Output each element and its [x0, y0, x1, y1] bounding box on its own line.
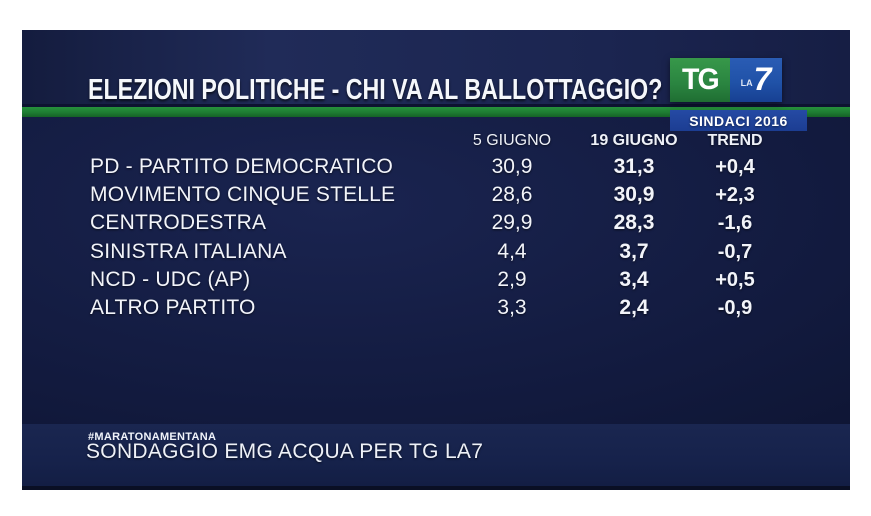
value-june19: 28,3	[613, 211, 655, 235]
column-header-june19: 19 GIUGNO	[590, 132, 678, 149]
value-june19: 31,3	[613, 155, 655, 178]
value-trend: -0,7	[717, 240, 753, 263]
poll-table: PD - PARTITO DEMOCRATICO 30,9 31,3 +0,4 …	[22, 153, 850, 322]
green-divider-stripe	[22, 107, 850, 117]
footer-band: #MARATONAMENTANA SONDAGGIO EMG ACQUA PER…	[22, 424, 850, 486]
table-row: PD - PARTITO DEMOCRATICO 30,9 31,3 +0,4	[22, 153, 850, 181]
sindaci-2016-badge: SINDACI 2016	[670, 110, 807, 131]
party-name: PD - PARTITO DEMOCRATICO	[90, 155, 394, 178]
table-row: ALTRO PARTITO 3,3 2,4 -0,9	[22, 294, 850, 322]
column-header-trend: TREND	[707, 132, 763, 149]
value-trend: +0,5	[715, 268, 755, 291]
party-name: SINISTRA ITALIANA	[90, 239, 287, 263]
table-row: SINISTRA ITALIANA 4,4 3,7 -0,7	[22, 238, 850, 266]
poll-source-label: SONDAGGIO EMG ACQUA PER TG LA7	[86, 440, 484, 463]
party-name: CENTRODESTRA	[90, 211, 267, 235]
value-june5: 28,6	[491, 183, 533, 207]
party-name: NCD - UDC (AP)	[90, 267, 251, 291]
table-row: NCD - UDC (AP) 2,9 3,4 +0,5	[22, 266, 850, 294]
column-header-june5: 5 GIUGNO	[472, 132, 552, 149]
value-june5: 2,9	[497, 267, 527, 291]
table-row: CENTRODESTRA 29,9 28,3 -1,6	[22, 209, 850, 237]
bottom-edge-divider	[22, 486, 850, 490]
value-trend: +2,3	[715, 184, 755, 207]
value-june19: 30,9	[613, 183, 655, 207]
la7-logo-seven-text: 7	[753, 61, 772, 97]
value-june5: 29,9	[491, 211, 533, 235]
value-trend: -0,9	[717, 296, 753, 319]
value-june5: 3,3	[497, 295, 527, 319]
value-june5: 4,4	[497, 239, 527, 263]
la7-logo-la-text: LA	[740, 78, 753, 88]
tg-logo-text: TG	[682, 63, 720, 96]
value-june5: 30,9	[491, 155, 533, 178]
value-june19: 3,7	[619, 239, 649, 263]
la7-logo-blue-box: LA 7	[730, 58, 782, 102]
headline: ELEZIONI POLITICHE - CHI VA AL BALLOTTAG…	[88, 74, 663, 106]
table-row: MOVIMENTO CINQUE STELLE 28,6 30,9 +2,3	[22, 181, 850, 209]
hashtag-label: #MARATONAMENTANA	[88, 431, 217, 443]
value-trend: +0,4	[715, 156, 755, 178]
party-name: ALTRO PARTITO	[90, 295, 256, 319]
party-name: MOVIMENTO CINQUE STELLE	[90, 183, 396, 207]
tgla7-logo: TG LA 7	[670, 58, 782, 102]
value-june19: 3,4	[619, 267, 649, 291]
value-june19: 2,4	[619, 295, 649, 319]
tg-logo-green-box: TG	[670, 58, 730, 102]
tv-broadcast-frame: ELEZIONI POLITICHE - CHI VA AL BALLOTTAG…	[22, 30, 850, 490]
value-trend: -1,6	[717, 212, 753, 235]
